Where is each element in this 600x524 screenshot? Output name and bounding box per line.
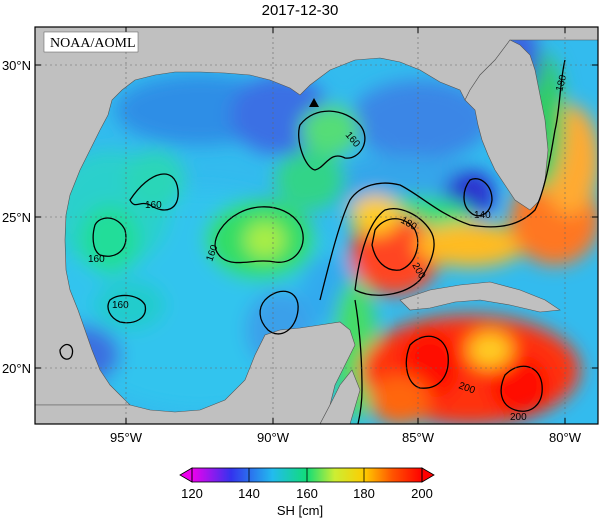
central-america [319, 369, 361, 424]
florida [464, 39, 549, 211]
contour-160-mid [259, 290, 299, 335]
colorbar-tick-label: 140 [238, 486, 260, 501]
colorbar-min-arrow [179, 467, 193, 483]
mexico [35, 321, 356, 424]
contour-label: 160 [112, 300, 129, 311]
colorbar-max-arrow [421, 467, 435, 483]
source-label-box [43, 31, 139, 53]
lat-tick-label: 30°N [2, 58, 31, 73]
contour-200-south2 [500, 365, 543, 412]
grid-lines [35, 27, 598, 424]
contour-west-edge [59, 343, 74, 360]
contour-160-north [298, 110, 366, 171]
contour-160-far-west [92, 217, 127, 257]
contour-label: 160 [88, 254, 105, 265]
contour-180-loop [319, 59, 566, 301]
cuba [399, 281, 561, 313]
tick-marks [35, 27, 598, 424]
contour-200-north [371, 218, 419, 271]
colorbar-tick-label: 200 [411, 486, 433, 501]
colorbar: 120 140 160 180 200 [179, 467, 435, 501]
contour-lines [59, 59, 566, 424]
contour-180-south [354, 299, 363, 424]
axis-labels: 30°N 25°N 20°N 95°W 90°W 85°W 80°W [2, 58, 582, 445]
contour-label: 140 [474, 210, 491, 221]
contour-160-west [129, 173, 179, 211]
colorbar-tick-label: 120 [181, 486, 203, 501]
contour-200-south1 [405, 335, 449, 389]
contour-label: 200 [510, 412, 527, 423]
contour-label: 160 [145, 200, 162, 211]
colorbar-label: SH [cm] [276, 503, 324, 518]
source-label: NOAA/AOML [50, 36, 136, 51]
lon-tick-label: 95°W [110, 430, 143, 445]
contour-label: 180 [554, 73, 569, 92]
lat-tick-label: 20°N [2, 361, 31, 376]
lon-tick-label: 90°W [257, 430, 290, 445]
lat-tick-label: 25°N [2, 210, 31, 225]
lon-tick-label: 85°W [402, 430, 435, 445]
map-title: 2017-12-30 [261, 2, 339, 19]
contour-180-inner [354, 208, 435, 296]
lon-tick-label: 80°W [549, 430, 582, 445]
colorbar-tick-label: 180 [353, 486, 375, 501]
contour-160-center [214, 206, 304, 264]
map-field [35, 27, 598, 424]
station-marker-icon [309, 98, 319, 107]
map-frame [34, 26, 599, 425]
contour-140-fl [463, 178, 493, 217]
contour-160-south [107, 294, 147, 324]
colorbar-tick-label: 160 [296, 486, 318, 501]
